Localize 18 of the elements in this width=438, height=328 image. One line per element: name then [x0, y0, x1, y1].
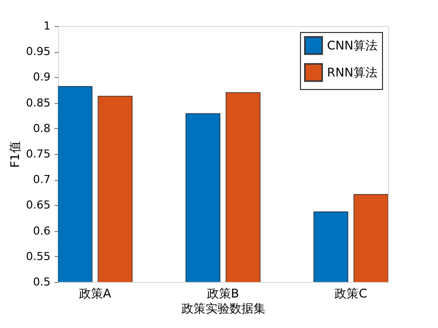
y-axis-title: F1值 — [8, 141, 22, 168]
y-tick-label: 0.55 — [26, 250, 50, 263]
y-tick-label: 0.6 — [33, 224, 50, 238]
x-tick-label: 政策B — [206, 286, 240, 300]
y-tick-label: 0.8 — [33, 122, 50, 135]
x-axis-title: 政策实验数据集 — [182, 302, 266, 316]
x-tick-label: 政策A — [78, 286, 112, 300]
legend-label: RNN算法 — [327, 66, 378, 80]
y-tick-label: 0.75 — [26, 148, 50, 160]
x-tick-label: 政策C — [334, 286, 368, 300]
y-tick-label: 0.85 — [26, 96, 50, 110]
y-tick-label: 0.95 — [26, 45, 50, 58]
y-tick-label: 0.9 — [33, 70, 50, 84]
y-tick-label: 0.5 — [33, 276, 50, 288]
legend-label: CNN算法 — [327, 38, 378, 52]
y-tick-label: 1 — [44, 20, 50, 32]
y-tick-label: 0.65 — [26, 198, 50, 212]
y-tick-label: 0.7 — [33, 173, 50, 186]
